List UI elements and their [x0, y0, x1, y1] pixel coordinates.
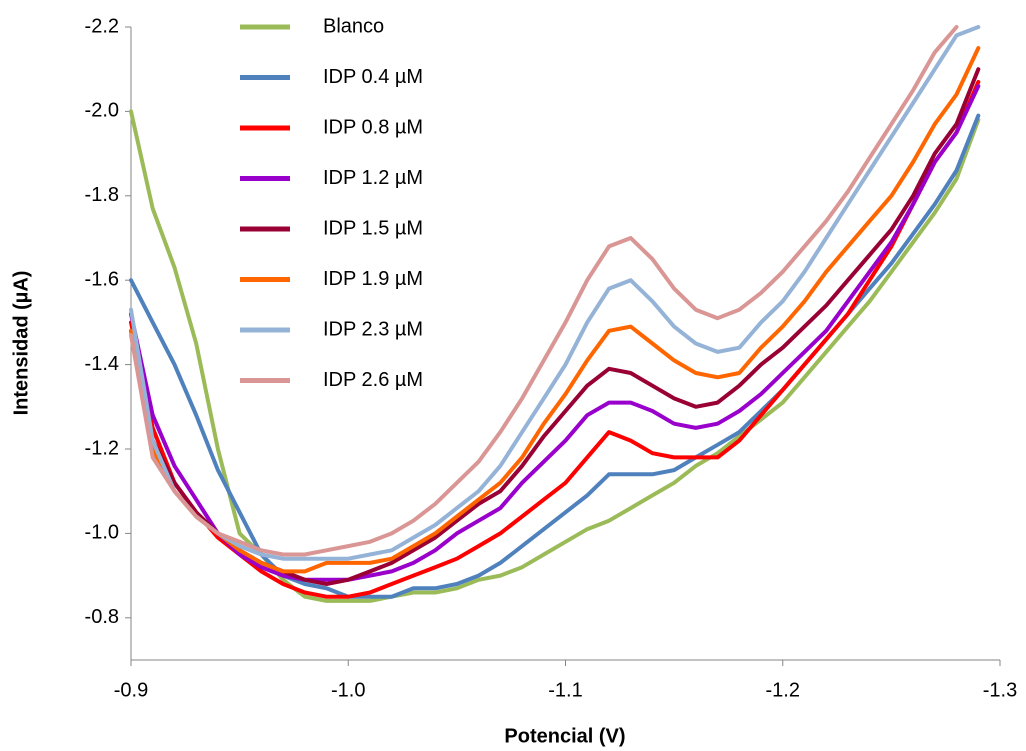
legend-label: IDP 2.3 µM: [323, 318, 423, 340]
series-line: [129, 79, 981, 599]
legend-label: IDP 2.6 µM: [323, 369, 423, 391]
series-line: [129, 84, 981, 582]
x-tick-label: -1.1: [548, 679, 582, 701]
series-line: [129, 25, 959, 557]
y-tick-label: -1.2: [85, 437, 119, 459]
series-line: [129, 46, 981, 574]
legend-label: IDP 1.2 µM: [323, 167, 423, 189]
legend-label: Blanco: [323, 15, 384, 37]
y-axis-title: Intensidad (µA): [10, 271, 32, 416]
x-tick-label: -1.2: [766, 679, 800, 701]
y-tick-label: -2.0: [85, 100, 119, 122]
series-line: [129, 67, 981, 586]
y-tick-label: -2.2: [85, 15, 119, 37]
x-tick-label: -1.3: [983, 679, 1017, 701]
legend-label: IDP 0.8 µM: [323, 116, 423, 138]
legend-label: IDP 0.4 µM: [323, 66, 423, 88]
x-tick-label: -1.0: [331, 679, 365, 701]
series-line: [129, 25, 981, 561]
legend-label: IDP 1.9 µM: [323, 268, 423, 290]
y-tick-label: -1.8: [85, 184, 119, 206]
y-tick-label: -0.8: [85, 606, 119, 628]
y-tick-label: -1.6: [85, 268, 119, 290]
y-tick-label: -1.0: [85, 522, 119, 544]
legend-label: IDP 1.5 µM: [323, 217, 423, 239]
y-tick-label: -1.4: [85, 353, 119, 375]
x-axis-title: Potencial (V): [504, 725, 625, 747]
x-tick-label: -0.9: [114, 679, 148, 701]
